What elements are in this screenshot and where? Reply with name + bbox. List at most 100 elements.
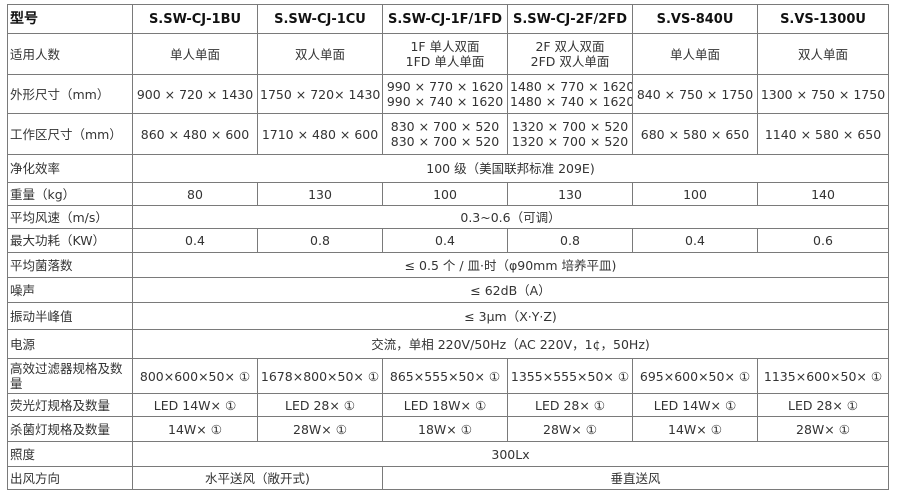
header-row: 型号 S.SW-CJ-1BU S.SW-CJ-1CU S.SW-CJ-1F/1FD S.… bbox=[7, 4, 889, 34]
table-cell: 300Lx bbox=[132, 441, 889, 467]
cell-text: 0.6 bbox=[813, 233, 833, 248]
table-row: 工作区尺寸（mm） 860 × 480 × 600 1710 × 480 × 600… bbox=[7, 113, 889, 155]
row-label: 荧光灯规格及数量 bbox=[7, 393, 133, 417]
cell-text: 单人单面 bbox=[669, 46, 720, 62]
table-cell: 100 bbox=[382, 182, 508, 206]
model-header: S.VS-1300U bbox=[757, 4, 889, 34]
cell-text: 1F 单人双面 bbox=[410, 39, 480, 54]
cell-text: 1320 × 700 × 520 bbox=[511, 119, 629, 134]
row-label: 外形尺寸（mm） bbox=[7, 74, 133, 114]
cell-text: 800×600×50× ① bbox=[139, 368, 251, 384]
table-cell: 18W× ① bbox=[382, 416, 508, 442]
cell-text: 1355×555×50× ① bbox=[510, 368, 630, 384]
table-cell: 1750 × 720× 1430 bbox=[257, 74, 383, 114]
table-cell: 1320 × 700 × 520 1320 × 700 × 520 bbox=[507, 113, 633, 155]
cell-text: 0.4 bbox=[185, 233, 205, 248]
cell-text: 130 bbox=[558, 186, 582, 202]
table-cell: LED 18W× ① bbox=[382, 393, 508, 417]
table-cell: 1355×555×50× ① bbox=[507, 358, 633, 394]
cell-text: 830 × 700 × 520 bbox=[390, 119, 500, 134]
cell-text: 0.4 bbox=[685, 233, 705, 248]
cell-text: 680 × 580 × 650 bbox=[640, 126, 750, 142]
cell-text: 双人单面 bbox=[797, 46, 848, 62]
table-cell: 865×555×50× ① bbox=[382, 358, 508, 394]
table-cell: 0.6 bbox=[757, 228, 889, 253]
table-cell: 130 bbox=[257, 182, 383, 206]
table-cell: 28W× ① bbox=[507, 416, 633, 442]
row-label: 高效过滤器规格及数量 bbox=[7, 358, 133, 394]
cell-text: 单人单面 bbox=[169, 46, 220, 62]
table-cell: 900 × 720 × 1430 bbox=[132, 74, 258, 114]
table-row: 振动半峰值 ≤ 3μm（X·Y·Z) bbox=[7, 302, 889, 330]
cell-text: 80 bbox=[187, 186, 203, 202]
cell-text: 1300 × 750 × 1750 bbox=[760, 86, 886, 102]
table-cell: 130 bbox=[507, 182, 633, 206]
cell-text: 垂直送风 bbox=[610, 470, 661, 486]
cell-text: 28W× ① bbox=[543, 421, 597, 437]
table-cell: 830 × 700 × 520 830 × 700 × 520 bbox=[382, 113, 508, 155]
model-header: S.SW-CJ-1BU bbox=[132, 4, 258, 34]
table-cell: 1710 × 480 × 600 bbox=[257, 113, 383, 155]
cell-text: 1320 × 700 × 520 bbox=[511, 134, 629, 149]
row-label: 平均风速（m/s） bbox=[7, 205, 133, 229]
table-cell: 100 bbox=[632, 182, 758, 206]
cell-text: 28W× ① bbox=[796, 421, 850, 437]
table-cell: 0.8 bbox=[507, 228, 633, 253]
row-label: 出风方向 bbox=[7, 466, 133, 490]
row-label: 平均菌落数 bbox=[7, 252, 133, 278]
model-header: S.SW-CJ-1F/1FD bbox=[382, 4, 508, 34]
cell-text: 水平送风（敞开式) bbox=[205, 470, 310, 486]
row-label: 适用人数 bbox=[7, 33, 133, 75]
table-cell: LED 28× ① bbox=[757, 393, 889, 417]
row-label: 电源 bbox=[7, 329, 133, 359]
cell-text: LED 28× ① bbox=[534, 397, 606, 413]
cell-text: 14W× ① bbox=[668, 421, 722, 437]
table-row: 最大功耗（KW） 0.4 0.8 0.4 0.8 0.4 0.6 bbox=[7, 228, 889, 253]
spec-table: 型号 S.SW-CJ-1BU S.SW-CJ-1CU S.SW-CJ-1F/1FD S.… bbox=[7, 4, 889, 490]
table-cell: 0.4 bbox=[632, 228, 758, 253]
cell-text: LED 28× ① bbox=[284, 397, 356, 413]
cell-text: 100 级（美国联邦标准 209E) bbox=[426, 161, 595, 176]
table-cell: 1F 单人双面 1FD 单人单面 bbox=[382, 33, 508, 75]
table-cell: LED 28× ① bbox=[257, 393, 383, 417]
row-label: 工作区尺寸（mm） bbox=[7, 113, 133, 155]
cell-text: 300Lx bbox=[491, 446, 530, 462]
cell-text: 990 × 740 × 1620 bbox=[386, 94, 504, 109]
row-label: 最大功耗（KW） bbox=[7, 228, 133, 253]
table-cell: 双人单面 bbox=[757, 33, 889, 75]
table-cell: 28W× ① bbox=[257, 416, 383, 442]
table-cell: 0.4 bbox=[382, 228, 508, 253]
table-cell: 860 × 480 × 600 bbox=[132, 113, 258, 155]
table-row: 净化效率 100 级（美国联邦标准 209E) bbox=[7, 154, 889, 183]
table-row: 噪声 ≤ 62dB（A） bbox=[7, 277, 889, 303]
table-cell: 单人单面 bbox=[632, 33, 758, 75]
cell-text: 2FD 双人单面 bbox=[530, 54, 610, 69]
table-cell: LED 14W× ① bbox=[632, 393, 758, 417]
table-cell: 1480 × 770 × 1620 1480 × 740 × 1620 bbox=[507, 74, 633, 114]
table-cell: 交流，单相 220V/50Hz（AC 220V，1¢，50Hz) bbox=[132, 329, 889, 359]
table-cell: 水平送风（敞开式) bbox=[132, 466, 383, 490]
cell-text: 830 × 700 × 520 bbox=[390, 134, 500, 149]
table-row: 平均风速（m/s） 0.3~0.6（可调） bbox=[7, 205, 889, 229]
table-cell: LED 14W× ① bbox=[132, 393, 258, 417]
table-row: 照度 300Lx bbox=[7, 441, 889, 467]
table-cell: 1678×800×50× ① bbox=[257, 358, 383, 394]
table-row: 高效过滤器规格及数量 800×600×50× ① 1678×800×50× ① 865… bbox=[7, 358, 889, 394]
model-header: S.SW-CJ-1CU bbox=[257, 4, 383, 34]
table-cell: 1140 × 580 × 650 bbox=[757, 113, 889, 155]
table-cell: ≤ 3μm（X·Y·Z) bbox=[132, 302, 889, 330]
cell-text: 100 bbox=[683, 186, 707, 202]
table-cell: 1300 × 750 × 1750 bbox=[757, 74, 889, 114]
table-cell: 1135×600×50× ① bbox=[757, 358, 889, 394]
table-cell: 0.4 bbox=[132, 228, 258, 253]
table-row: 出风方向 水平送风（敞开式) 垂直送风 bbox=[7, 466, 889, 490]
table-cell: 双人单面 bbox=[257, 33, 383, 75]
table-row: 适用人数 单人单面 双人单面 1F 单人双面 1FD 单人单面 2F 双人双面 2FD 双人… bbox=[7, 33, 889, 75]
table-cell: 28W× ① bbox=[757, 416, 889, 442]
cell-text: 28W× ① bbox=[293, 421, 347, 437]
table-row: 平均菌落数 ≤ 0.5 个 / 皿·时（φ90mm 培养平皿) bbox=[7, 252, 889, 278]
table-cell: 80 bbox=[132, 182, 258, 206]
table-cell: 垂直送风 bbox=[382, 466, 889, 490]
cell-text: LED 18W× ① bbox=[403, 397, 487, 413]
cell-text: 0.4 bbox=[435, 233, 455, 248]
